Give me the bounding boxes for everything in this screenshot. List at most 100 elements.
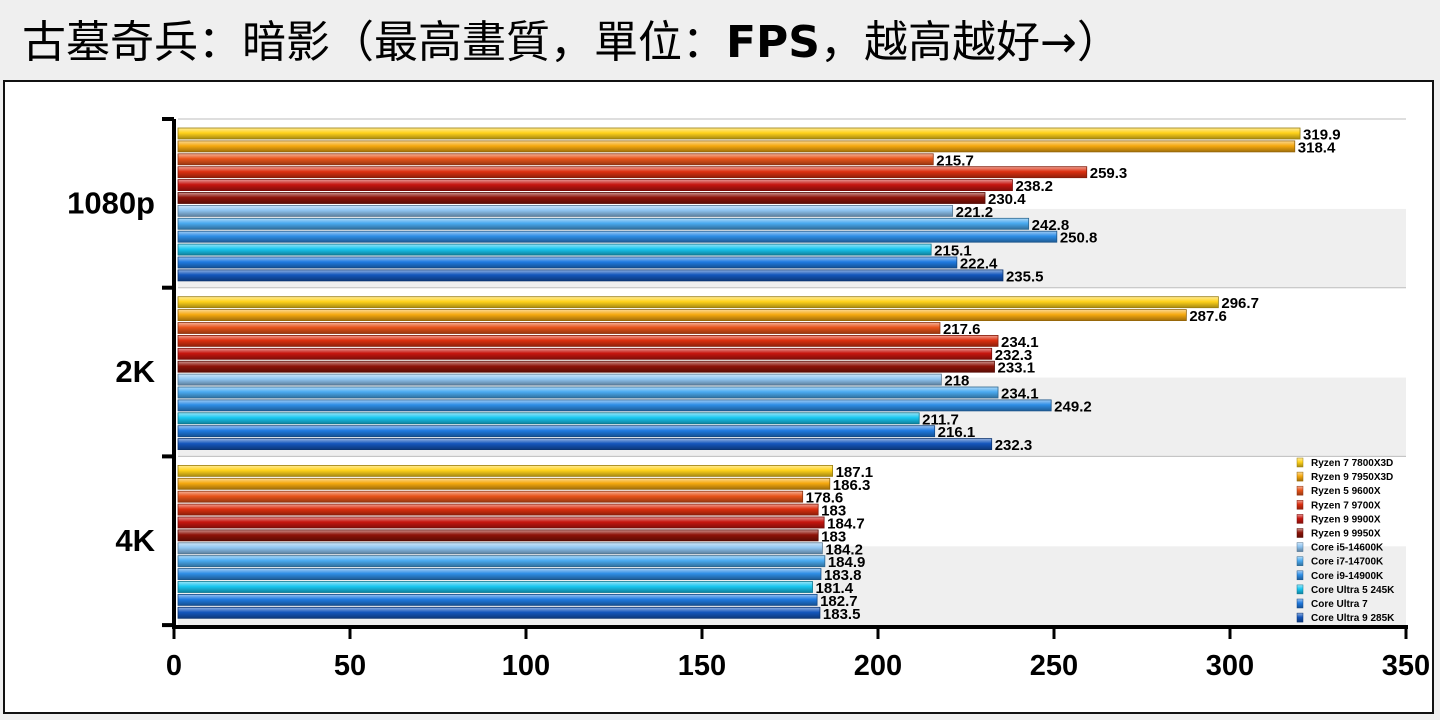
data-label: 183.5 <box>823 606 861 623</box>
bar <box>177 309 1187 322</box>
bar <box>177 503 819 516</box>
legend-label: Core i7-14700K <box>1311 557 1384 568</box>
bar <box>177 425 936 438</box>
x-tick-label: 100 <box>502 650 550 682</box>
bar <box>177 542 823 555</box>
bar <box>177 256 958 269</box>
data-label: 217.6 <box>943 321 981 338</box>
data-label: 230.4 <box>988 191 1026 208</box>
bar <box>177 464 833 477</box>
data-label: 234.1 <box>1001 334 1039 351</box>
data-label: 318.4 <box>1298 139 1336 156</box>
legend-swatch <box>1296 584 1304 595</box>
bar <box>177 243 932 256</box>
data-label: 187.1 <box>836 464 874 481</box>
legend-swatch <box>1296 570 1304 581</box>
legend-label: Core Ultra 7 <box>1311 599 1368 610</box>
title-suffix: ，越高越好→） <box>820 17 1121 68</box>
data-label: 182.7 <box>820 593 858 610</box>
data-label: 178.6 <box>806 490 844 507</box>
data-label: 232.3 <box>995 437 1033 454</box>
data-label: 211.7 <box>922 411 959 428</box>
bar <box>177 230 1058 243</box>
bar <box>177 438 993 451</box>
bar <box>177 347 993 360</box>
data-label: 216.1 <box>938 424 976 441</box>
data-label: 215.7 <box>936 152 974 169</box>
data-label: 184.7 <box>827 516 865 533</box>
x-tick-label: 150 <box>678 650 726 682</box>
bar <box>177 179 1013 191</box>
x-tick-label: 50 <box>334 650 366 682</box>
bar <box>177 373 942 386</box>
data-label: 242.8 <box>1032 217 1070 234</box>
bar <box>177 334 999 347</box>
x-tick-label: 300 <box>1206 650 1254 682</box>
legend-swatch <box>1296 612 1304 623</box>
bar <box>177 399 1052 412</box>
data-label: 186.3 <box>833 477 871 494</box>
data-label: 234.1 <box>1001 386 1039 403</box>
chart-title: 古墓奇兵：暗影（最高畫質，單位：FPS，越高越好→） <box>22 8 1121 78</box>
legend-label: Ryzen 9 9900X <box>1311 514 1381 525</box>
x-tick-label: 0 <box>166 650 182 682</box>
legend-swatch <box>1296 485 1304 496</box>
legend-swatch <box>1296 514 1304 524</box>
bar <box>177 296 1219 309</box>
data-label: 184.2 <box>825 541 863 558</box>
data-label: 259.3 <box>1090 165 1128 182</box>
bar <box>177 153 934 166</box>
bar <box>177 516 825 529</box>
bar <box>177 269 1004 282</box>
data-label: 221.2 <box>956 204 994 221</box>
bar <box>177 127 1301 140</box>
bar <box>177 360 995 373</box>
bar <box>177 217 1030 230</box>
bar <box>177 529 819 542</box>
legend-swatch <box>1296 598 1304 609</box>
data-label: 319.9 <box>1303 127 1341 144</box>
data-label: 222.4 <box>960 256 998 273</box>
data-label: 184.9 <box>828 554 866 571</box>
legend-label: Ryzen 7 9700X <box>1311 500 1381 511</box>
legend-label: Core Ultra 5 245K <box>1311 585 1395 596</box>
data-label: 249.2 <box>1054 398 1092 415</box>
category-label: 2K <box>115 354 155 389</box>
data-label: 183.8 <box>824 567 862 584</box>
chart-frame: 319.9 318.4 215.7 259.3 238.2 230.4 221.2 242.8… <box>3 80 1434 714</box>
legend-label: Ryzen 5 9600X <box>1311 486 1381 497</box>
data-label: 296.7 <box>1221 295 1259 312</box>
x-tick-label: 350 <box>1382 650 1430 682</box>
category-label: 1080p <box>67 185 155 220</box>
bar <box>177 555 826 568</box>
data-label: 181.4 <box>816 580 854 597</box>
bar <box>177 192 986 204</box>
data-label: 218 <box>944 373 969 390</box>
data-label: 233.1 <box>998 360 1036 377</box>
bar <box>177 477 831 490</box>
legend-label: Ryzen 9 9950X <box>1311 529 1381 540</box>
data-label: 215.1 <box>934 243 972 260</box>
legend-label: Core i9-14900K <box>1311 571 1384 582</box>
legend-label: Core i5-14600K <box>1311 543 1384 554</box>
legend-swatch <box>1296 556 1304 566</box>
legend-swatch <box>1296 528 1304 538</box>
data-label: 235.5 <box>1006 268 1044 285</box>
legend-swatch <box>1296 457 1304 468</box>
legend-label: Ryzen 9 7950X3D <box>1311 472 1393 483</box>
bar <box>177 490 804 503</box>
bar <box>177 140 1296 153</box>
legend-swatch <box>1296 542 1304 552</box>
category-label: 4K <box>115 523 155 558</box>
bar <box>177 581 813 593</box>
data-label: 183 <box>821 528 846 545</box>
data-label: 250.8 <box>1060 230 1098 247</box>
data-label: 238.2 <box>1015 178 1053 195</box>
title-prefix: 古墓奇兵：暗影（最高畫質，單位： <box>22 17 726 68</box>
x-tick-label: 250 <box>1030 650 1078 682</box>
bar <box>177 568 822 581</box>
data-label: 183 <box>821 503 846 520</box>
bar <box>177 205 954 217</box>
data-label: 287.6 <box>1189 308 1227 325</box>
